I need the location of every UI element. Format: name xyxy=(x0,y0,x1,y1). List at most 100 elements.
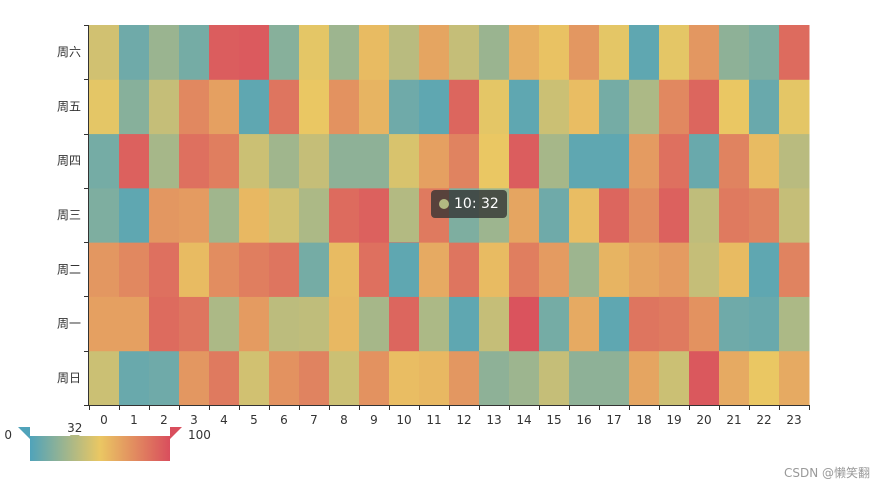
heatmap-cell[interactable] xyxy=(629,79,660,135)
heatmap-cell[interactable] xyxy=(269,296,300,352)
heatmap-cell[interactable] xyxy=(689,296,720,352)
heatmap-cell[interactable] xyxy=(419,79,450,135)
heatmap-cell[interactable] xyxy=(659,79,690,135)
heatmap-cell[interactable] xyxy=(479,25,510,80)
heatmap-cell[interactable] xyxy=(569,133,600,189)
heatmap-cell[interactable] xyxy=(689,25,720,80)
heatmap-cell[interactable] xyxy=(749,133,780,189)
heatmap-cell[interactable] xyxy=(419,350,450,406)
heatmap-cell[interactable] xyxy=(209,25,240,80)
heatmap-cell[interactable] xyxy=(659,25,690,80)
heatmap-cell[interactable] xyxy=(569,350,600,406)
heatmap-cell[interactable] xyxy=(389,79,420,135)
heatmap-cell[interactable] xyxy=(779,79,810,135)
heatmap-cell[interactable] xyxy=(299,242,330,297)
heatmap-cell[interactable] xyxy=(329,133,360,189)
heatmap-cell[interactable] xyxy=(479,296,510,352)
heatmap-cell[interactable] xyxy=(209,350,240,406)
heatmap-cell[interactable] xyxy=(239,25,270,80)
heatmap-cell[interactable] xyxy=(509,187,540,243)
heatmap-cell[interactable] xyxy=(119,25,150,80)
heatmap-cell[interactable] xyxy=(719,242,750,297)
heatmap-cell[interactable] xyxy=(509,79,540,135)
heatmap-cell[interactable] xyxy=(239,187,270,243)
heatmap-cell[interactable] xyxy=(149,79,180,135)
heatmap-cell[interactable] xyxy=(509,242,540,297)
heatmap-cell[interactable] xyxy=(569,242,600,297)
heatmap-cell[interactable] xyxy=(419,242,450,297)
heatmap-cell[interactable] xyxy=(779,242,810,297)
heatmap-cell[interactable] xyxy=(629,242,660,297)
heatmap-cell[interactable] xyxy=(719,187,750,243)
heatmap-cell[interactable] xyxy=(749,25,780,80)
heatmap-cell[interactable] xyxy=(239,79,270,135)
heatmap-cell[interactable] xyxy=(719,296,750,352)
heatmap-cell[interactable] xyxy=(599,187,630,243)
heatmap-cell[interactable] xyxy=(119,187,150,243)
heatmap-cell[interactable] xyxy=(299,350,330,406)
heatmap-cell[interactable] xyxy=(599,79,630,135)
heatmap-cell[interactable] xyxy=(749,187,780,243)
heatmap-cell[interactable] xyxy=(449,242,480,297)
heatmap-cell[interactable] xyxy=(119,296,150,352)
heatmap-cell[interactable] xyxy=(779,296,810,352)
heatmap-cell[interactable] xyxy=(749,242,780,297)
heatmap-cell[interactable] xyxy=(329,242,360,297)
heatmap-cell[interactable] xyxy=(569,25,600,80)
heatmap-cell[interactable] xyxy=(389,296,420,352)
heatmap-cell[interactable] xyxy=(659,296,690,352)
heatmap-cell[interactable] xyxy=(179,296,210,352)
heatmap-cell[interactable] xyxy=(299,133,330,189)
heatmap-cell[interactable] xyxy=(89,25,120,80)
heatmap-cell[interactable] xyxy=(89,79,120,135)
heatmap-cell[interactable] xyxy=(359,79,390,135)
heatmap-cell[interactable] xyxy=(359,133,390,189)
heatmap-cell[interactable] xyxy=(299,79,330,135)
heatmap-cell[interactable] xyxy=(689,79,720,135)
heatmap-cell[interactable] xyxy=(239,350,270,406)
heatmap-cell[interactable] xyxy=(89,296,120,352)
heatmap-cell[interactable] xyxy=(509,25,540,80)
heatmap-cell[interactable] xyxy=(239,242,270,297)
heatmap-cell[interactable] xyxy=(89,350,120,406)
heatmap-cell[interactable] xyxy=(449,133,480,189)
heatmap-cell[interactable] xyxy=(629,296,660,352)
heatmap-cell[interactable] xyxy=(209,79,240,135)
heatmap-cell[interactable] xyxy=(779,133,810,189)
heatmap-cell[interactable] xyxy=(509,133,540,189)
heatmap-cell[interactable] xyxy=(299,25,330,80)
heatmap-cell[interactable] xyxy=(329,187,360,243)
heatmap-cell[interactable] xyxy=(329,25,360,80)
heatmap-cell[interactable] xyxy=(779,187,810,243)
heatmap-cell[interactable] xyxy=(539,25,570,80)
heatmap-cell[interactable] xyxy=(269,79,300,135)
heatmap-cell[interactable] xyxy=(149,296,180,352)
heatmap-cell[interactable] xyxy=(119,133,150,189)
heatmap-cell[interactable] xyxy=(659,242,690,297)
heatmap-cell[interactable] xyxy=(209,187,240,243)
heatmap-cell[interactable] xyxy=(119,242,150,297)
heatmap-cell[interactable] xyxy=(569,187,600,243)
visual-map[interactable]: 0 100 32 xyxy=(4,421,211,461)
heatmap-cell[interactable] xyxy=(149,350,180,406)
heatmap-cell[interactable] xyxy=(629,187,660,243)
heatmap-cell[interactable] xyxy=(629,133,660,189)
heatmap-cell[interactable] xyxy=(269,133,300,189)
heatmap-cell[interactable] xyxy=(149,187,180,243)
heatmap-cell[interactable] xyxy=(179,350,210,406)
heatmap-cell[interactable] xyxy=(119,79,150,135)
heatmap-cell[interactable] xyxy=(779,25,810,80)
heatmap-cell[interactable] xyxy=(749,296,780,352)
heatmap-cell[interactable] xyxy=(569,296,600,352)
heatmap-cell[interactable] xyxy=(269,25,300,80)
heatmap-cell[interactable] xyxy=(359,296,390,352)
heatmap-cell[interactable] xyxy=(359,25,390,80)
heatmap-cell[interactable] xyxy=(209,242,240,297)
heatmap-cell[interactable] xyxy=(689,187,720,243)
heatmap-cell[interactable] xyxy=(329,350,360,406)
heatmap-cell[interactable] xyxy=(359,350,390,406)
heatmap-cell[interactable] xyxy=(359,242,390,297)
heatmap-cell[interactable] xyxy=(779,350,810,406)
heatmap-cell[interactable] xyxy=(479,79,510,135)
heatmap-cell[interactable] xyxy=(599,133,630,189)
